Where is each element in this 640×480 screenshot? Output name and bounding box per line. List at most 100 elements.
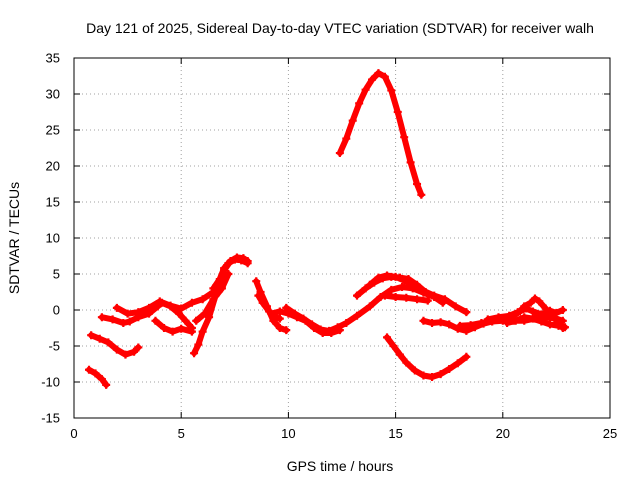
data-point	[417, 285, 426, 294]
data-point	[455, 321, 464, 330]
data-point	[267, 309, 276, 318]
data-point	[130, 347, 139, 356]
data-point	[348, 116, 357, 125]
data-point	[220, 264, 229, 273]
data-point	[413, 295, 422, 304]
series-pass-1	[85, 365, 111, 389]
data-point	[526, 298, 535, 307]
data-point	[307, 320, 316, 329]
data-point	[365, 280, 374, 289]
data-point	[417, 190, 426, 199]
series-pass-21	[503, 313, 569, 332]
data-point	[224, 270, 233, 278]
y-tick-label: 0	[53, 303, 60, 318]
data-point	[353, 291, 362, 300]
data-point	[537, 317, 546, 326]
x-tick-label: 0	[70, 426, 77, 441]
data-point	[275, 307, 284, 316]
data-point	[466, 321, 475, 330]
data-series	[85, 69, 569, 389]
data-point	[316, 325, 325, 334]
data-point	[398, 282, 407, 291]
data-point	[187, 298, 196, 307]
data-point	[391, 293, 400, 302]
y-tick-label: 15	[46, 195, 60, 210]
data-point	[209, 284, 218, 293]
data-point	[440, 295, 449, 304]
data-point	[282, 303, 291, 312]
data-point	[389, 342, 398, 350]
series-pass-8	[192, 270, 233, 325]
data-point	[477, 318, 486, 327]
data-point	[145, 303, 154, 312]
data-point	[194, 340, 203, 349]
data-point	[554, 321, 563, 330]
data-point	[192, 316, 201, 325]
data-point	[254, 291, 263, 300]
data-point	[355, 99, 364, 108]
data-point	[134, 308, 143, 317]
data-point	[552, 308, 561, 317]
data-point	[395, 350, 404, 359]
series-trace	[336, 70, 425, 198]
data-point	[513, 308, 522, 317]
data-point	[342, 134, 351, 143]
data-point	[168, 327, 177, 336]
data-point	[95, 334, 104, 343]
data-point	[408, 280, 417, 289]
data-point	[374, 69, 383, 78]
y-tick-labels: -15 -10 -5 0 5 10 15 20 25 30 35	[41, 51, 60, 426]
data-point	[494, 313, 503, 322]
data-point	[361, 85, 370, 94]
data-point	[483, 315, 492, 324]
data-point	[102, 380, 111, 389]
data-point	[445, 320, 454, 329]
data-point	[545, 306, 554, 315]
data-point	[177, 304, 186, 313]
data-point	[181, 316, 190, 325]
data-point	[243, 259, 252, 268]
data-point	[155, 297, 164, 306]
data-point	[365, 302, 374, 311]
data-point	[387, 285, 396, 294]
data-point	[462, 308, 471, 317]
data-point	[383, 271, 392, 280]
series-pass-7	[209, 255, 252, 293]
data-point	[258, 298, 267, 307]
x-tick-label: 25	[603, 426, 617, 441]
y-tick-label: 10	[46, 231, 60, 246]
data-point	[436, 370, 445, 379]
series-pass-16	[380, 291, 432, 305]
data-point	[505, 311, 514, 320]
series-trace	[86, 366, 110, 388]
data-point	[187, 327, 196, 336]
data-point	[368, 75, 377, 84]
data-point	[535, 297, 544, 306]
data-point	[134, 343, 143, 352]
data-point	[121, 350, 130, 359]
chart-title: Day 121 of 2025, Sidereal Day-to-day VTE…	[86, 20, 594, 36]
data-point	[119, 318, 128, 327]
data-point	[237, 256, 246, 265]
plot-frame	[73, 57, 611, 419]
x-tick-label: 10	[281, 426, 295, 441]
data-point	[290, 309, 299, 318]
data-point	[252, 277, 261, 286]
y-tick-label: 35	[46, 51, 60, 66]
data-point	[205, 313, 214, 322]
data-point	[451, 302, 460, 311]
data-point	[413, 180, 422, 188]
series-pass-15	[365, 271, 471, 317]
series-pass-2	[87, 331, 143, 359]
data-point	[342, 318, 351, 327]
data-point	[123, 309, 132, 318]
data-point	[224, 259, 233, 268]
data-point	[462, 352, 471, 361]
data-point	[104, 338, 113, 347]
x-tick-labels: 0 5 10 15 20 25	[70, 426, 617, 441]
y-tick-label: 25	[46, 123, 60, 138]
data-point	[530, 294, 539, 303]
data-point	[112, 345, 121, 354]
data-point	[528, 307, 537, 316]
